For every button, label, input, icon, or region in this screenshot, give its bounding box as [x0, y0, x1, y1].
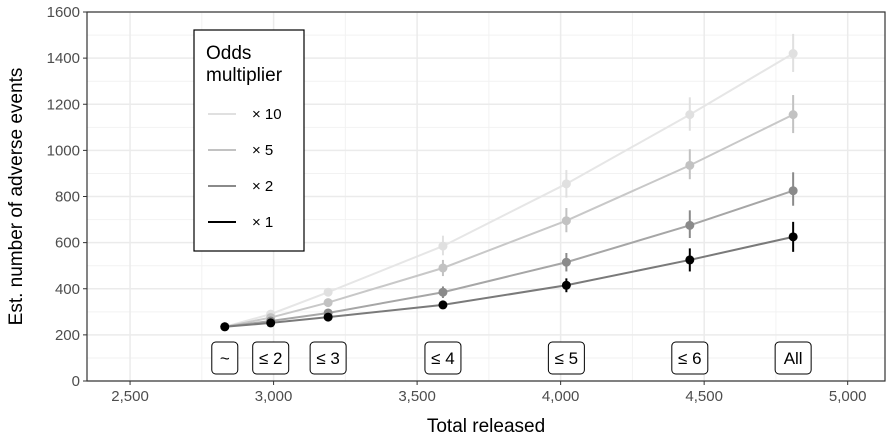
data-point — [685, 220, 695, 230]
data-point — [685, 110, 695, 120]
x-tick-label: 3,500 — [398, 388, 436, 405]
group-label-text: All — [784, 349, 803, 368]
group-label-box — [211, 341, 239, 375]
legend-label: × 10 — [252, 106, 282, 123]
x-tick-label: 3,000 — [255, 388, 293, 405]
group-label-text: ≤ 4 — [431, 349, 455, 368]
y-tick-label: 200 — [55, 327, 80, 344]
legend-label: × 2 — [252, 178, 273, 195]
y-tick-label: 1000 — [47, 142, 80, 159]
data-point — [788, 186, 798, 196]
group-label-box — [671, 341, 709, 375]
legend-label: × 5 — [252, 142, 273, 159]
legend-title: Odds — [206, 43, 251, 64]
group-label-text: ≤ 2 — [259, 349, 283, 368]
group-label-box — [424, 341, 462, 375]
data-point — [685, 160, 695, 170]
y-tick-label: 600 — [55, 235, 80, 252]
data-point — [323, 312, 333, 322]
x-tick-label: 4,500 — [685, 388, 723, 405]
legend-label: × 1 — [252, 214, 273, 231]
data-point — [788, 110, 798, 120]
data-point — [438, 241, 448, 251]
data-points — [220, 49, 798, 332]
y-tick-label: 1200 — [47, 96, 80, 113]
y-tick-label: 400 — [55, 281, 80, 298]
data-point — [438, 300, 448, 310]
x-tick-label: 2,500 — [111, 388, 149, 405]
y-tick-label: 0 — [72, 373, 80, 390]
group-label-text: ≤ 3 — [316, 349, 340, 368]
group-label-box — [774, 341, 812, 375]
data-point — [788, 232, 798, 242]
x-tick-label: 5,000 — [829, 388, 867, 405]
group-label-text: ≤ 6 — [678, 349, 702, 368]
group-label-text: ~ — [220, 349, 230, 368]
x-tick-label: 4,000 — [542, 388, 580, 405]
data-point — [323, 298, 333, 308]
data-point — [220, 322, 230, 332]
y-tick-label: 800 — [55, 189, 80, 206]
x-axis-title: Total released — [427, 416, 545, 437]
group-label-box — [252, 341, 290, 375]
data-point — [561, 216, 571, 226]
y-tick-label: 1600 — [47, 4, 80, 21]
data-point — [438, 263, 448, 273]
data-point — [561, 280, 571, 290]
data-point — [788, 49, 798, 59]
data-point — [438, 287, 448, 297]
data-point — [266, 318, 276, 328]
data-point — [561, 179, 571, 189]
legend-box — [193, 29, 305, 252]
y-axis-title: Est. number of adverse events — [6, 68, 27, 326]
group-label-box — [309, 341, 347, 375]
data-point — [561, 257, 571, 267]
group-label-text: ≤ 5 — [555, 349, 579, 368]
data-point — [685, 255, 695, 265]
group-label-boxes: ~ ≤ 2 ≤ 3 ≤ 4 ≤ 5 ≤ 6 All — [211, 341, 812, 375]
data-point — [323, 287, 333, 297]
axes: 2,500 3,000 3,500 4,000 4,500 5,000 0 200 400 600… — [47, 4, 867, 405]
legend-title: multiplier — [206, 65, 283, 86]
group-label-box — [547, 341, 585, 375]
y-tick-label: 1400 — [47, 50, 80, 67]
